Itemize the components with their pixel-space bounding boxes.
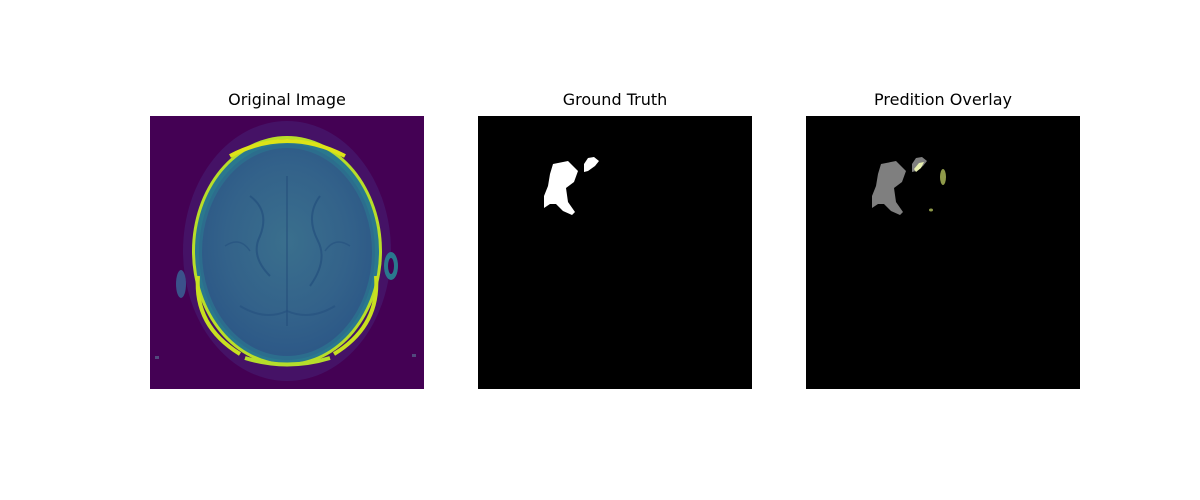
truth-region-small [584,157,599,172]
prediction-overlay-image [806,116,1080,389]
mri-slice-image [150,116,424,389]
original-image-panel [150,116,424,389]
truth-region-large [544,161,578,215]
overlay-prediction-region [940,169,946,185]
ground-truth-panel [478,116,752,389]
ground-truth-title: Ground Truth [562,90,668,109]
overlay-prediction-match [914,162,924,172]
ground-truth-mask [478,116,752,389]
prediction-overlay-panel [806,116,1080,389]
overlay-prediction-speck [929,208,933,212]
overlay-truth-region-large [872,161,906,215]
prediction-overlay-title: Predition Overlay [874,90,1012,109]
original-image-title: Original Image [228,90,346,109]
